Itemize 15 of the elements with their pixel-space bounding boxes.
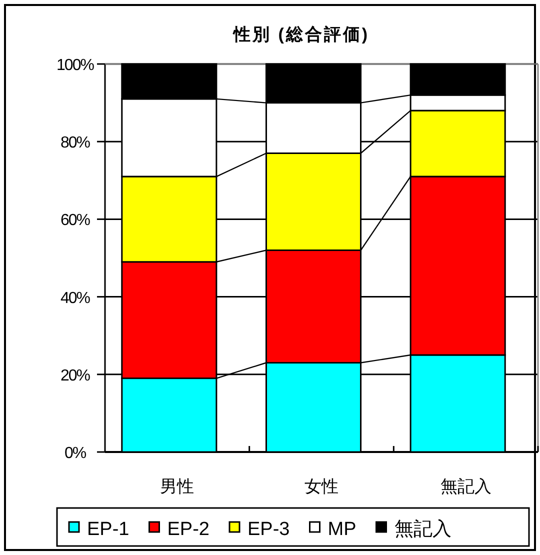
y-tick-label: 0% bbox=[64, 445, 86, 462]
legend-label: 無記入 bbox=[394, 519, 452, 540]
legend-label: EP-1 bbox=[87, 519, 130, 540]
chart-title: 性別 (総合評価) bbox=[232, 25, 370, 44]
y-tick-label: 80% bbox=[60, 134, 90, 152]
legend-label: MP bbox=[328, 519, 356, 540]
x-tick-label: 男性 bbox=[160, 477, 194, 496]
legend-label: EP-2 bbox=[167, 519, 210, 540]
legend-label: EP-3 bbox=[248, 519, 290, 540]
y-tick-label: 20% bbox=[60, 367, 90, 384]
y-tick-label: 60% bbox=[60, 212, 90, 230]
x-tick-label: 女性 bbox=[304, 477, 338, 496]
y-tick-label: 40% bbox=[60, 290, 90, 307]
y-tick-label: 100% bbox=[56, 57, 94, 74]
x-tick-label: 無記入 bbox=[440, 477, 492, 496]
